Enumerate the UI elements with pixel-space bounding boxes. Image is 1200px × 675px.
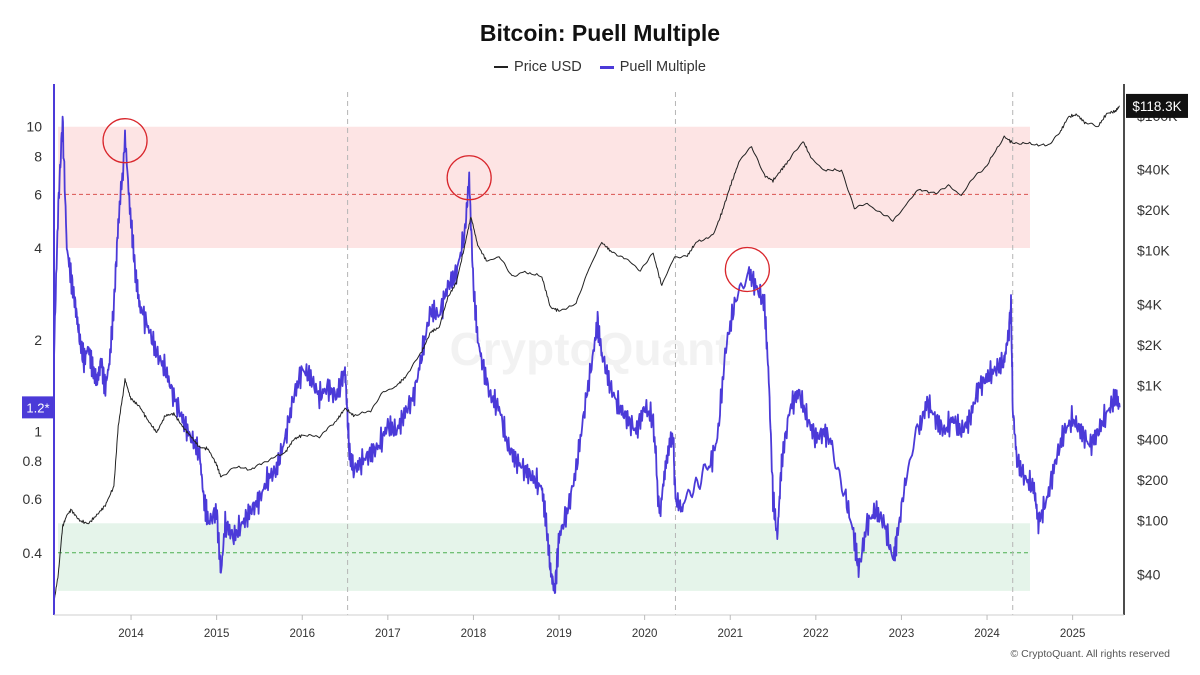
- x-tick-label-2022: 2022: [803, 628, 829, 640]
- x-tick-label-2023: 2023: [889, 628, 915, 640]
- x-tick-label-2020: 2020: [632, 628, 658, 640]
- left-tick-label-6: 6: [34, 186, 42, 202]
- x-tick-label-2019: 2019: [546, 628, 572, 640]
- peak-circle-0: [102, 118, 148, 164]
- right-tick-label-$40: $40: [1137, 566, 1161, 582]
- x-tick-label-2014: 2014: [118, 628, 144, 640]
- right-tick-label-$100: $100: [1137, 513, 1168, 529]
- undervalued-zone: [58, 523, 1030, 591]
- right-tick-label-$1K: $1K: [1137, 378, 1163, 394]
- right-tick-label-$2K: $2K: [1137, 337, 1163, 353]
- x-tick-label-2017: 2017: [375, 628, 401, 640]
- peak-circle-1: [446, 155, 492, 201]
- copyright-footer: © CryptoQuant. All rights reserved: [1010, 648, 1170, 660]
- legend-item-price[interactable]: Price USD: [494, 59, 582, 75]
- puell-current-value: 1.2*: [26, 400, 49, 415]
- left-tick-label-1: 1: [34, 424, 42, 440]
- left-tick-label-10: 10: [26, 119, 42, 135]
- left-tick-label-4: 4: [34, 240, 42, 256]
- halving-lines: [347, 92, 1014, 615]
- x-tick-label-2015: 2015: [204, 628, 230, 640]
- x-tick-label-2018: 2018: [461, 628, 487, 640]
- legend-item-puell[interactable]: Puell Multiple: [599, 59, 706, 75]
- left-axis-ticks: 10 8 6 4 2 1 0.8 0.6 0.4: [23, 119, 43, 561]
- peak-circle-2: [724, 246, 771, 293]
- x-tick-label-2024: 2024: [974, 628, 1000, 640]
- chart-title: Bitcoin: Puell Multiple: [479, 20, 721, 46]
- right-tick-label-$40K: $40K: [1137, 161, 1170, 177]
- legend-label-price: Price USD: [514, 59, 582, 75]
- price-series: [53, 105, 1120, 603]
- right-tick-label-$20K: $20K: [1137, 202, 1170, 218]
- left-tick-label-0.6: 0.6: [23, 491, 43, 507]
- puell-current-badge: [22, 396, 54, 419]
- left-tick-label-0.8: 0.8: [23, 453, 43, 469]
- x-tick-label-2016: 2016: [289, 628, 315, 640]
- overheated-zone: [58, 126, 1030, 249]
- right-axis-ticks: $100K$40K$20K$10K$4K$2K$1K$400$200$100$4…: [1137, 108, 1178, 583]
- legend-label-puell: Puell Multiple: [619, 59, 706, 75]
- x-tick-label-2025: 2025: [1060, 628, 1086, 640]
- price-current-badge: [1126, 93, 1188, 118]
- price-current-value: $118.3K: [1132, 99, 1181, 114]
- chart-legend: Price USD Puell Multiple: [0, 59, 1200, 75]
- legend-swatch-price: [494, 66, 509, 68]
- left-tick-label-8: 8: [34, 148, 42, 164]
- right-tick-label-$10K: $10K: [1137, 243, 1170, 259]
- right-tick-label-$400: $400: [1137, 431, 1168, 447]
- right-tick-label-$200: $200: [1137, 472, 1168, 488]
- left-tick-label-2: 2: [34, 332, 42, 348]
- left-tick-label-0.4: 0.4: [23, 545, 43, 561]
- x-tick-label-2021: 2021: [717, 628, 743, 640]
- right-tick-label-$4K: $4K: [1137, 296, 1163, 312]
- current-value-markers: 1.2* $118.3K: [22, 93, 1188, 419]
- price-usd-line: [53, 105, 1120, 603]
- axes: [53, 84, 1125, 616]
- x-axis-ticks: 2014 2015 2016 2017 2018 2019 2020 2021 2022 2023…: [118, 615, 1085, 640]
- legend-swatch-puell: [599, 65, 614, 69]
- peak-annotations: [102, 118, 771, 293]
